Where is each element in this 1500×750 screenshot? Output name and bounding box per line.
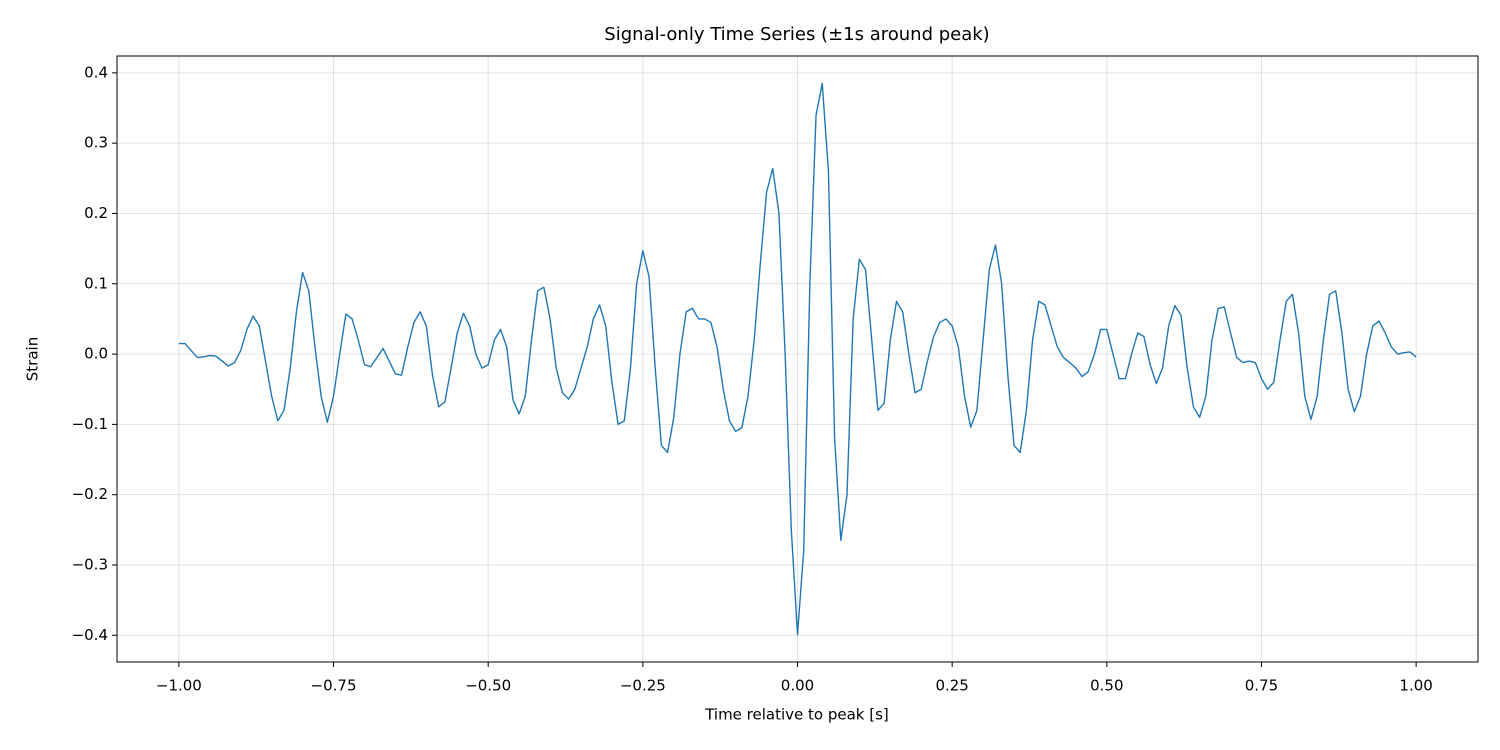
x-tick-label: 0.00 xyxy=(781,677,814,695)
y-tick-label: 0.3 xyxy=(84,134,108,152)
y-tick-label: 0.2 xyxy=(84,204,108,222)
x-tick-label: −1.00 xyxy=(156,677,202,695)
x-tick-label: −0.75 xyxy=(311,677,357,695)
y-tick-label: 0.1 xyxy=(84,274,108,292)
x-tick-label: 1.00 xyxy=(1399,677,1432,695)
y-tick-label: −0.1 xyxy=(72,415,108,433)
y-axis-label: Strain xyxy=(24,337,42,381)
y-tick-label: −0.2 xyxy=(72,485,108,503)
y-tick-label: 0.0 xyxy=(84,345,108,363)
x-tick-label: 0.50 xyxy=(1090,677,1123,695)
chart-title: Signal-only Time Series (±1s around peak… xyxy=(604,24,989,45)
x-tick-label: −0.50 xyxy=(465,677,511,695)
x-tick-label: 0.25 xyxy=(935,677,968,695)
x-tick-label: 0.75 xyxy=(1245,677,1278,695)
line xyxy=(178,82,1417,636)
x-axis-label: Time relative to peak [s] xyxy=(704,706,889,724)
x-tick-label: −0.25 xyxy=(620,677,666,695)
y-tick-label: 0.4 xyxy=(84,63,108,81)
y-tick-label: −0.4 xyxy=(72,626,108,644)
plot-frame xyxy=(116,55,1479,663)
y-tick-label: −0.3 xyxy=(72,555,108,573)
